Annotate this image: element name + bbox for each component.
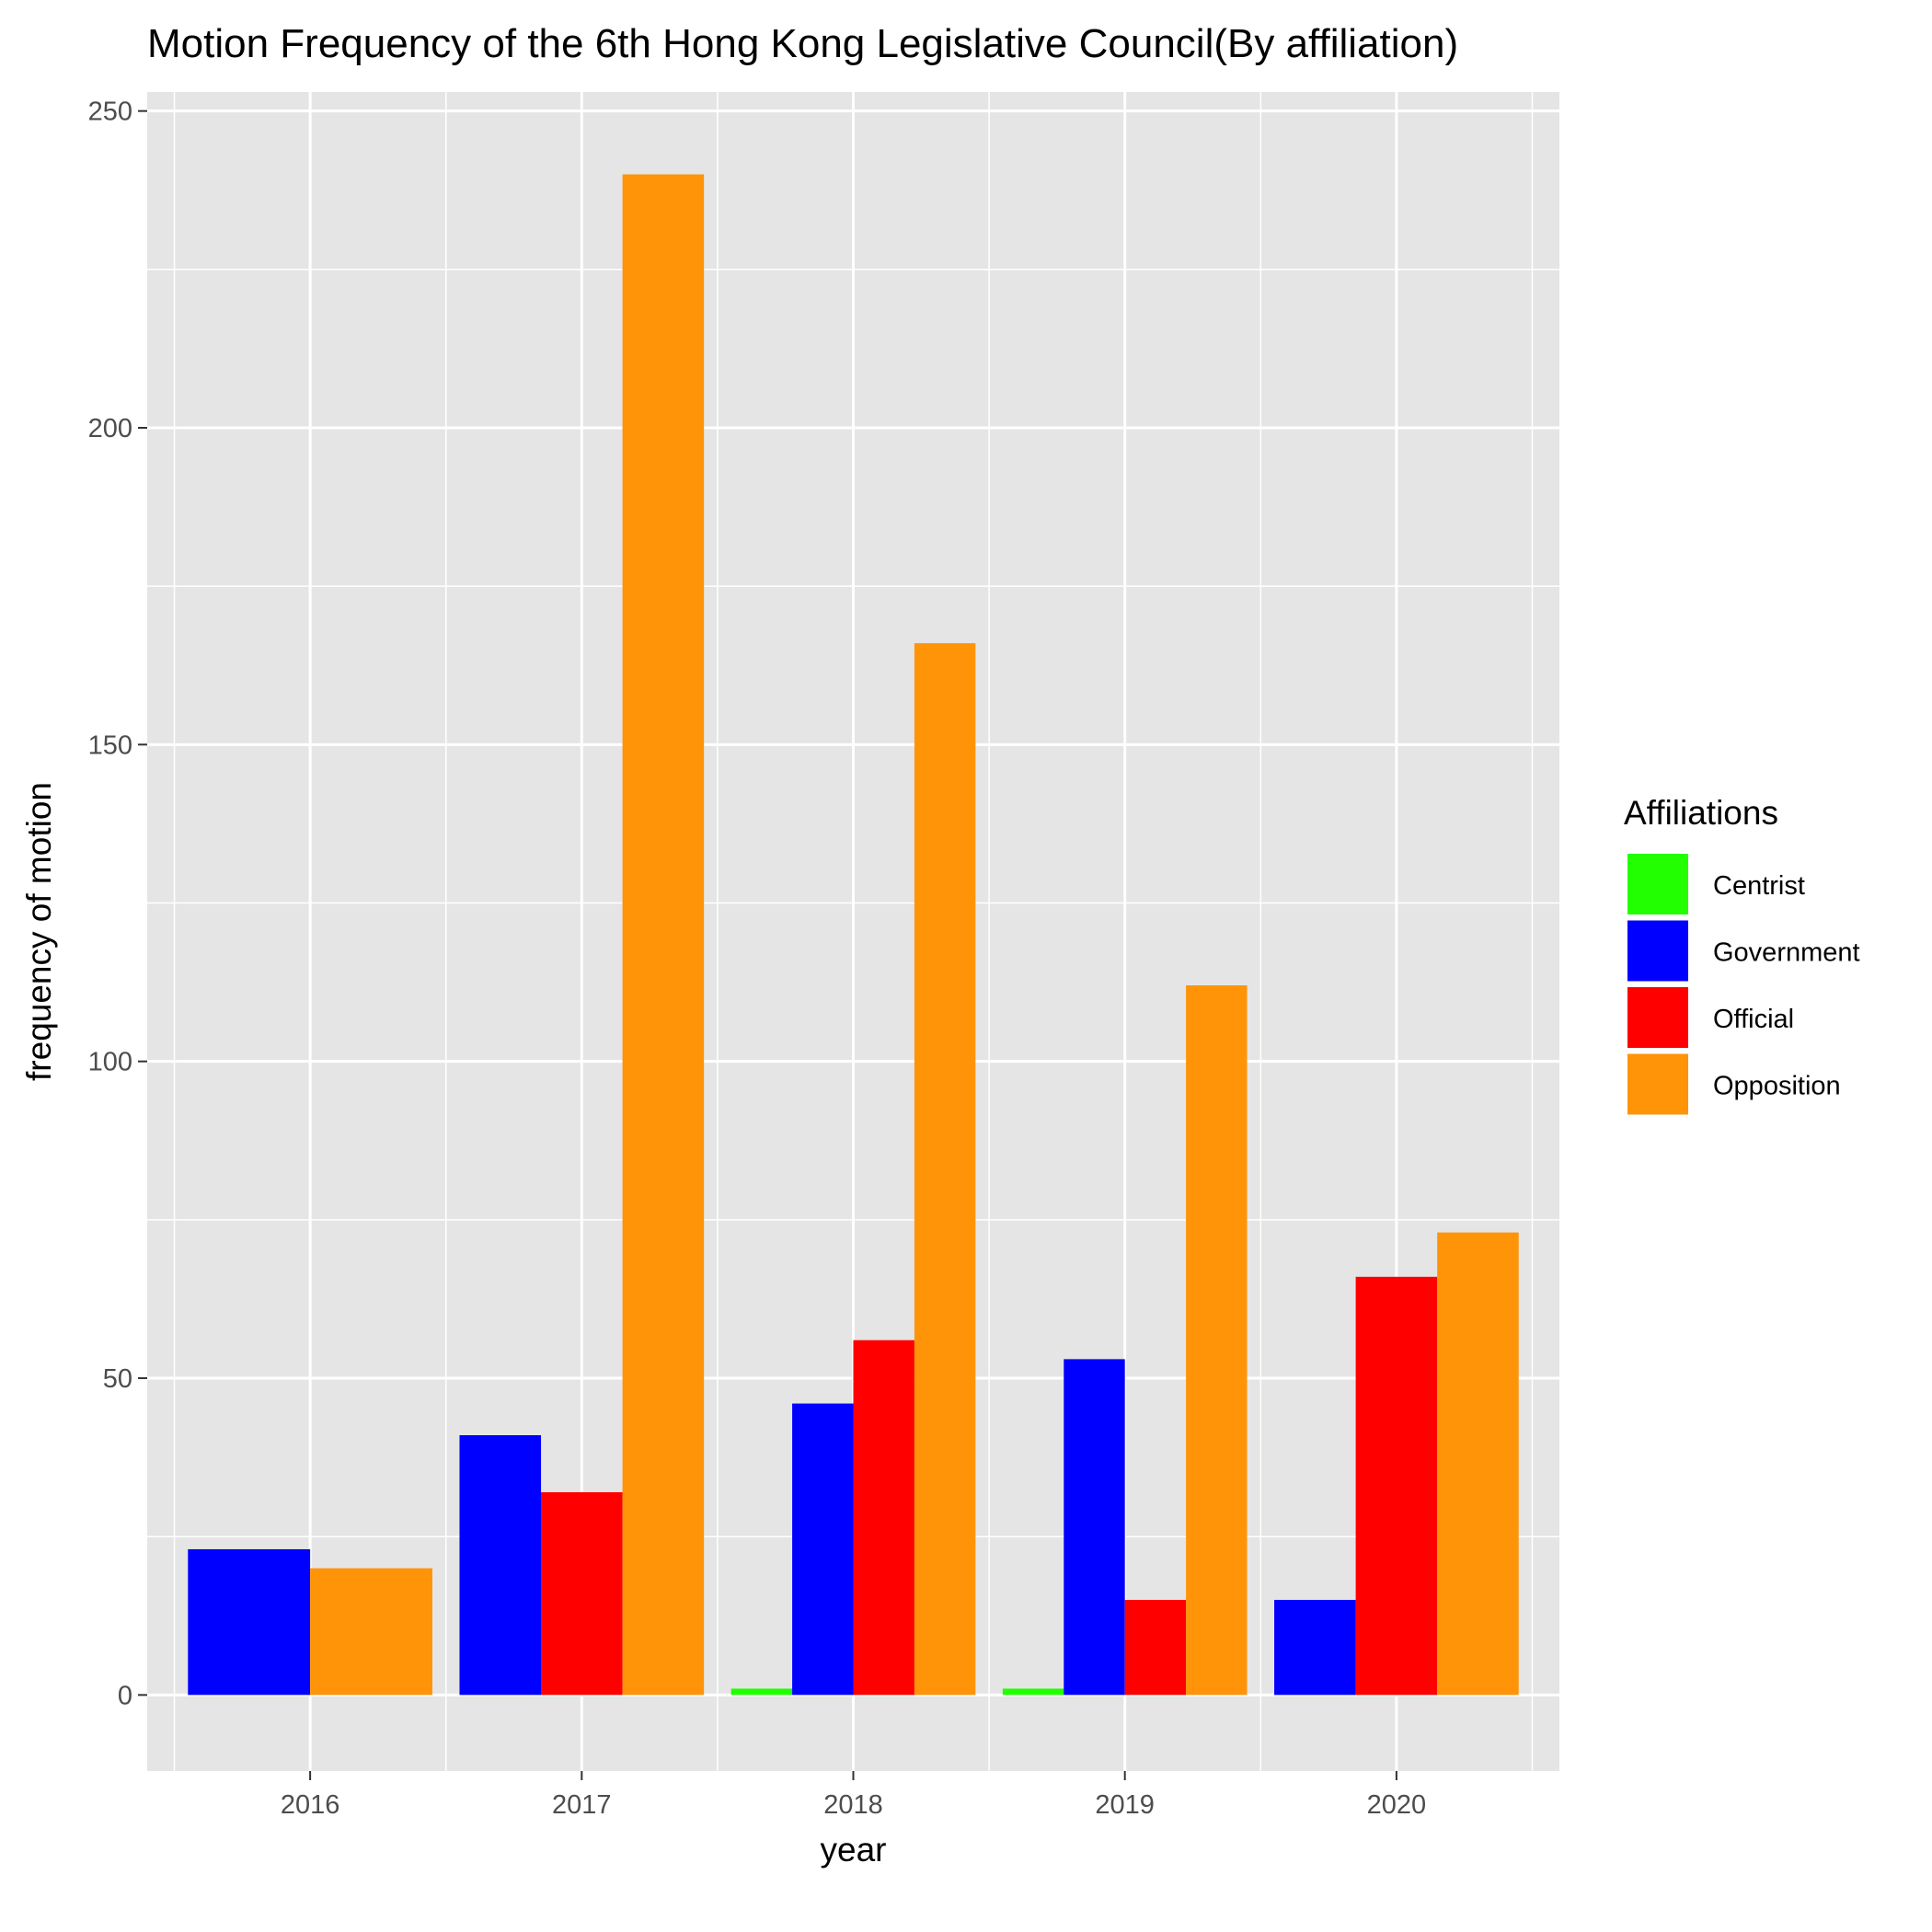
x-axis: 2016 2017 2018 2019 2020 xyxy=(281,1771,1426,1820)
bar-government-2017 xyxy=(459,1435,542,1696)
bar-government-2016 xyxy=(188,1548,311,1696)
bar-centrist-2019 xyxy=(1002,1688,1064,1696)
bar-government-2019 xyxy=(1064,1359,1125,1696)
y-axis-title: frequency of motion xyxy=(20,782,58,1081)
bar-official-2017 xyxy=(541,1491,623,1696)
bar-official-2020 xyxy=(1355,1276,1438,1696)
bars xyxy=(188,174,1519,1696)
x-tick-label: 2020 xyxy=(1367,1790,1427,1820)
y-tick-label: 100 xyxy=(88,1048,132,1077)
legend-label-opposition: Opposition xyxy=(1713,1072,1841,1101)
x-tick-label: 2019 xyxy=(1095,1790,1155,1820)
chart-title: Motion Frequency of the 6th Hong Kong Le… xyxy=(147,21,1458,66)
y-axis: 0 50 100 150 200 250 xyxy=(88,98,147,1710)
y-tick-label: 150 xyxy=(88,730,132,760)
x-axis-title: year xyxy=(821,1831,887,1869)
legend-key-opposition xyxy=(1626,1052,1690,1117)
bar-government-2018 xyxy=(792,1403,854,1696)
legend-label-centrist: Centrist xyxy=(1713,871,1805,901)
legend-label-official: Official xyxy=(1713,1005,1794,1034)
y-tick-label: 0 xyxy=(118,1681,132,1710)
x-tick-label: 2017 xyxy=(552,1790,612,1820)
y-tick-label: 200 xyxy=(88,414,132,443)
bar-opposition-2016 xyxy=(310,1568,432,1696)
bar-official-2018 xyxy=(853,1340,914,1696)
y-tick-label: 250 xyxy=(88,98,132,127)
legend-items: Centrist Government Official Opposition xyxy=(1626,852,1860,1117)
x-tick-label: 2018 xyxy=(823,1790,883,1820)
bar-centrist-2018 xyxy=(730,1688,793,1696)
legend-label-government: Government xyxy=(1713,938,1860,968)
legend-key-centrist xyxy=(1626,852,1690,916)
x-tick-label: 2016 xyxy=(281,1790,340,1820)
bar-official-2019 xyxy=(1124,1600,1187,1696)
bar-opposition-2019 xyxy=(1186,985,1248,1696)
bar-opposition-2017 xyxy=(622,174,705,1696)
legend-key-official xyxy=(1626,985,1690,1050)
bar-opposition-2018 xyxy=(914,643,976,1696)
legend-title: Affiliations xyxy=(1624,794,1778,832)
y-tick-label: 50 xyxy=(103,1364,132,1394)
bar-opposition-2020 xyxy=(1437,1232,1519,1696)
legend-key-government xyxy=(1626,918,1690,983)
bar-government-2020 xyxy=(1274,1600,1356,1696)
legend: Affiliations Centrist Government Official O… xyxy=(1624,794,1860,1117)
